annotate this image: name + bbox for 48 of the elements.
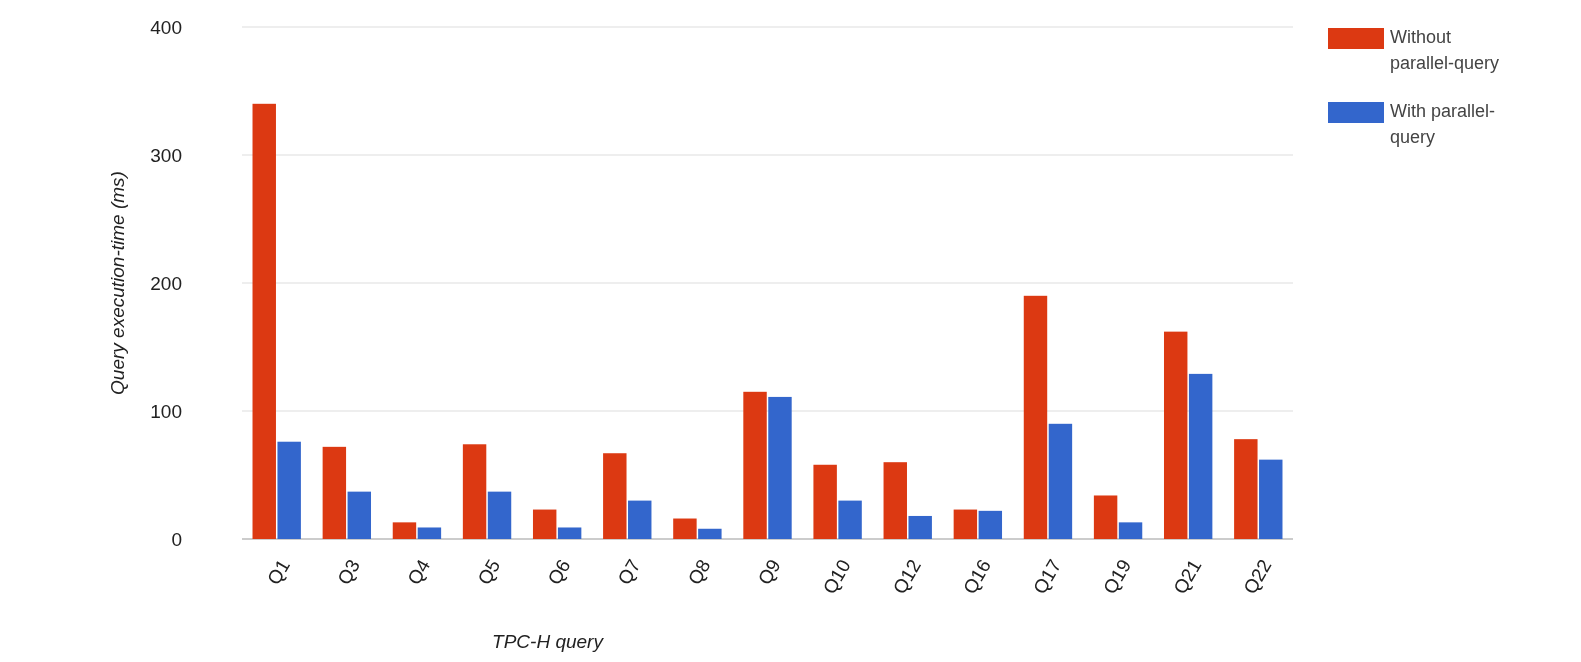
- bar: [392, 522, 417, 539]
- bar: [1234, 439, 1258, 539]
- bar: [628, 500, 652, 539]
- y-tick-label: 0: [171, 528, 182, 550]
- x-axis-title: TPC-H query: [492, 631, 605, 652]
- bar: [908, 515, 932, 539]
- x-tick-label: Q6: [543, 555, 575, 589]
- bar: [953, 509, 978, 539]
- bar: [698, 528, 722, 539]
- x-tick-label: Q21: [1169, 555, 1206, 598]
- x-tick-label: Q3: [333, 555, 365, 589]
- bar: [252, 103, 276, 539]
- y-tick-label: 300: [150, 144, 182, 166]
- bar: [838, 500, 862, 539]
- bar: [322, 446, 347, 539]
- bar: [768, 396, 792, 539]
- bar: [978, 510, 1003, 539]
- bar: [1023, 295, 1048, 539]
- bar: [1048, 423, 1073, 539]
- bar: [743, 391, 767, 539]
- bar: [603, 453, 627, 539]
- x-tick-label: Q1: [263, 555, 294, 589]
- x-tick-label: Q7: [613, 555, 645, 589]
- bar: [417, 527, 442, 539]
- bar: [813, 464, 837, 539]
- bar: [557, 527, 582, 539]
- x-tick-label: Q8: [683, 555, 715, 589]
- bar: [1259, 459, 1283, 539]
- bar: [673, 518, 697, 539]
- bar: [883, 462, 907, 539]
- bar: [1188, 373, 1213, 539]
- x-tick-label: Q5: [473, 555, 505, 589]
- bar: [1093, 495, 1118, 539]
- bar: [532, 509, 557, 539]
- y-axis-title: Query execution-time (ms): [107, 171, 128, 395]
- bar: [1118, 522, 1143, 539]
- bar: [277, 441, 301, 539]
- y-tick-label: 400: [150, 16, 182, 38]
- bar: [487, 491, 512, 539]
- legend-label: With parallel-query: [1390, 101, 1496, 147]
- bar: [462, 444, 487, 539]
- y-tick-label: 100: [150, 400, 182, 422]
- x-tick-label: Q9: [753, 555, 785, 589]
- x-tick-label: Q4: [403, 555, 435, 589]
- bar: [1163, 331, 1188, 539]
- legend-label: Without parallel-query: [1390, 27, 1500, 73]
- y-tick-label: 200: [150, 272, 182, 294]
- bar: [347, 491, 372, 539]
